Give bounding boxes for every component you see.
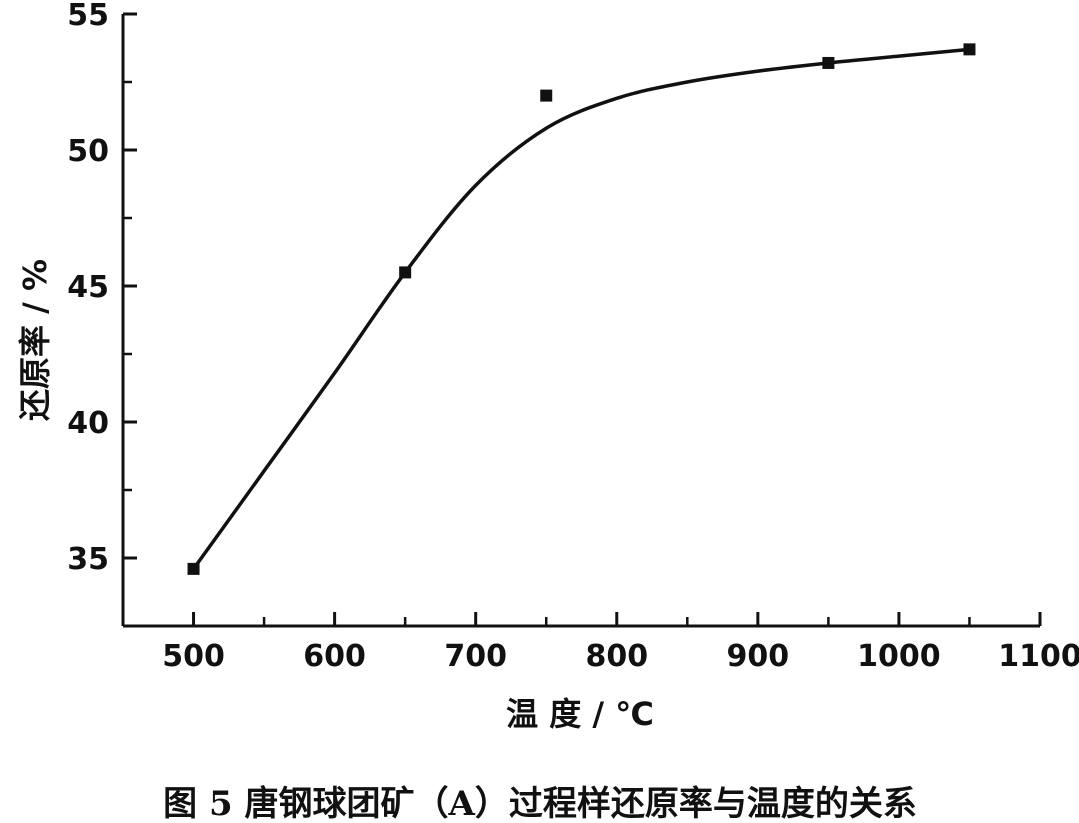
- series: [187, 43, 976, 575]
- y-tick-label-45: 45: [67, 270, 109, 305]
- y-tick-label-55: 55: [67, 0, 109, 33]
- data-point-500: [187, 562, 200, 575]
- y-tick-label-50: 50: [67, 134, 109, 169]
- x-tick-label-700: 700: [444, 639, 507, 674]
- y-axis-label: 还原率 / %: [16, 259, 54, 421]
- fit-curve-0: [191, 47, 972, 571]
- x-tick-label-900: 900: [727, 639, 790, 674]
- figure-caption: 图 5 唐钢球团矿（A）过程样还原率与温度的关系: [163, 784, 917, 823]
- data-point-950: [822, 56, 835, 69]
- data-point-650: [399, 266, 412, 279]
- data-point-1050: [963, 43, 976, 56]
- axes: [121, 14, 1040, 628]
- x-tick-label-600: 600: [303, 639, 366, 674]
- x-tick-label-1100: 1100: [998, 639, 1079, 674]
- y-tick-label-35: 35: [67, 542, 109, 577]
- x-axis-label: 温 度 / ℃: [506, 695, 654, 733]
- x-axis-ticks: 500 600 700 800 900 1000 1100: [162, 612, 1079, 674]
- x-tick-label-1000: 1000: [857, 639, 941, 674]
- x-tick-label-500: 500: [162, 639, 225, 674]
- data-point-750: [540, 89, 553, 102]
- y-tick-label-40: 40: [67, 406, 109, 441]
- x-tick-label-800: 800: [585, 639, 648, 674]
- y-axis-ticks: 35 40 45 50 55: [67, 0, 137, 577]
